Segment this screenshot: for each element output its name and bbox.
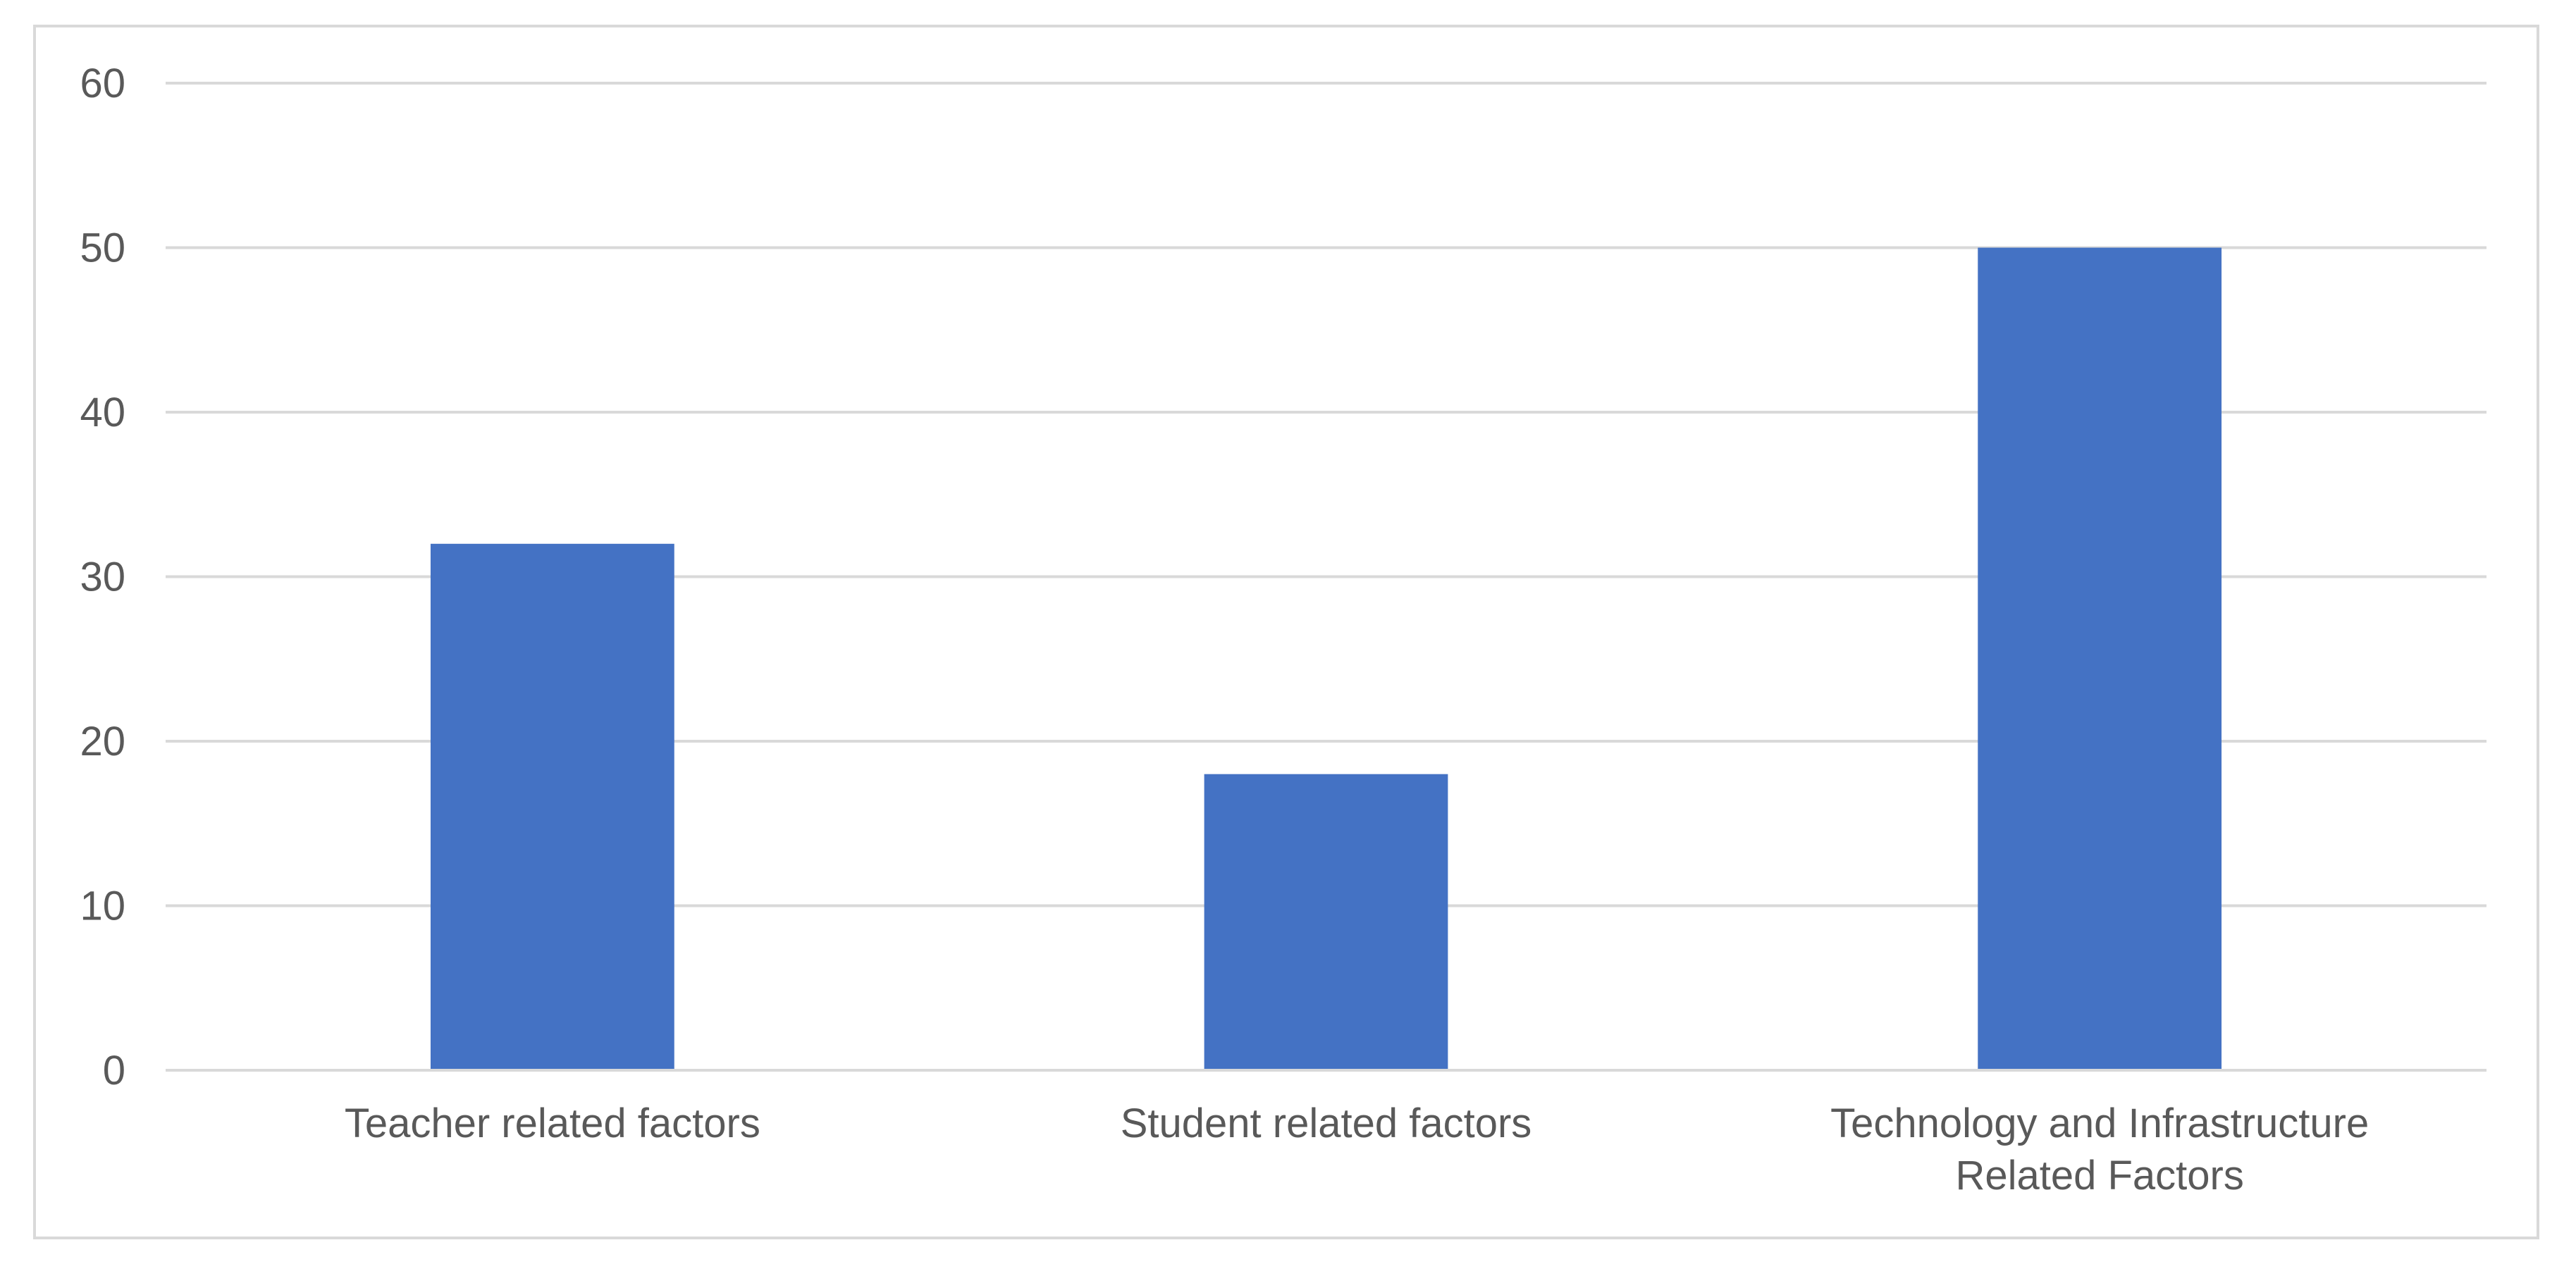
bar [430, 543, 674, 1070]
y-tick-label: 50 [80, 225, 125, 271]
y-tick-label: 0 [103, 1048, 125, 1093]
y-tick-label: 60 [80, 61, 125, 106]
y-axis-tick-labels: 0 10 20 30 40 50 60 [80, 61, 125, 1093]
bar [1978, 247, 2222, 1070]
y-tick-label: 40 [80, 390, 125, 435]
y-tick-label: 30 [80, 554, 125, 600]
y-tick-label: 20 [80, 719, 125, 764]
bar [1204, 774, 1448, 1070]
y-tick-label: 10 [80, 884, 125, 929]
x-axis-category-labels: Teacher related factors Student related f… [345, 1101, 2369, 1198]
x-category-label: Student related factors [1121, 1101, 1532, 1146]
x-category-label: Technology and Infrastructure Related Fac… [1830, 1101, 2369, 1198]
bars [430, 247, 2222, 1070]
x-category-label: Teacher related factors [345, 1101, 760, 1146]
